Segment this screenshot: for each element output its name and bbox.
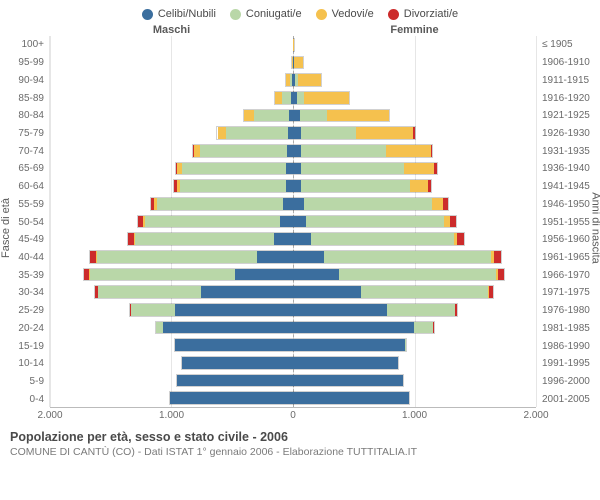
pyramid-row xyxy=(50,213,536,231)
pyramid-row xyxy=(50,142,536,160)
pyramid-row xyxy=(50,301,536,319)
pyramid-row xyxy=(50,248,536,266)
pyramid-row xyxy=(50,389,536,407)
pyramid-row xyxy=(50,124,536,142)
age-label: 80-84 xyxy=(0,107,44,125)
legend: Celibi/Nubili Coniugati/e Vedovi/e Divor… xyxy=(0,0,600,24)
x-tick: 2.000 xyxy=(37,410,62,421)
birth-label: 1916-1920 xyxy=(542,89,600,107)
pyramid-row xyxy=(50,160,536,178)
pyramid-row xyxy=(50,372,536,390)
pyramid-row xyxy=(50,283,536,301)
birth-label: 1971-1975 xyxy=(542,284,600,302)
x-axis: 2.0001.0000 1.0002.000 xyxy=(0,410,600,424)
birth-label: 1991-1995 xyxy=(542,355,600,373)
pyramid-row xyxy=(50,54,536,72)
birth-label: 1936-1940 xyxy=(542,160,600,178)
pyramid-row xyxy=(50,71,536,89)
chart-footer: Popolazione per età, sesso e stato civil… xyxy=(0,424,600,458)
population-pyramid-chart: Fasce di età Anni di nascita 100+95-9990… xyxy=(0,36,600,408)
age-label: 5-9 xyxy=(0,373,44,391)
age-label: 90-94 xyxy=(0,71,44,89)
chart-title: Popolazione per età, sesso e stato civil… xyxy=(10,430,590,444)
birth-label: 1911-1915 xyxy=(542,71,600,89)
age-label: 35-39 xyxy=(0,266,44,284)
age-label: 10-14 xyxy=(0,355,44,373)
legend-label: Coniugati/e xyxy=(246,8,302,20)
age-label: 30-34 xyxy=(0,284,44,302)
age-label: 20-24 xyxy=(0,320,44,338)
birth-label: 1996-2000 xyxy=(542,373,600,391)
pyramid-row xyxy=(50,36,536,54)
age-label: 0-4 xyxy=(0,390,44,408)
legend-label: Vedovi/e xyxy=(332,8,374,20)
pyramid-rows xyxy=(50,36,536,407)
birth-label: 1931-1935 xyxy=(542,142,600,160)
birth-label: 1986-1990 xyxy=(542,337,600,355)
legend-label: Divorziati/e xyxy=(404,8,458,20)
x-tick: 2.000 xyxy=(523,410,548,421)
legend-item-divorziati: Divorziati/e xyxy=(388,8,458,20)
legend-item-vedovi: Vedovi/e xyxy=(316,8,374,20)
pyramid-row xyxy=(50,336,536,354)
age-label: 85-89 xyxy=(0,89,44,107)
plot-area xyxy=(50,36,536,408)
birth-label: 1926-1930 xyxy=(542,125,600,143)
chart-subtitle: COMUNE DI CANTÙ (CO) - Dati ISTAT 1° gen… xyxy=(10,446,590,458)
header-male: Maschi xyxy=(50,24,293,36)
pyramid-row xyxy=(50,230,536,248)
swatch-vedovi xyxy=(316,9,327,20)
age-label: 75-79 xyxy=(0,125,44,143)
age-label: 95-99 xyxy=(0,54,44,72)
birth-label: 1981-1985 xyxy=(542,320,600,338)
pyramid-row xyxy=(50,107,536,125)
age-label: 65-69 xyxy=(0,160,44,178)
age-label: 70-74 xyxy=(0,142,44,160)
legend-item-celibi: Celibi/Nubili xyxy=(142,8,216,20)
header-female: Femmine xyxy=(293,24,536,36)
swatch-coniugati xyxy=(230,9,241,20)
age-label: 100+ xyxy=(0,36,44,54)
birth-label: 2001-2005 xyxy=(542,390,600,408)
x-tick: 1.000 xyxy=(159,410,184,421)
birth-label: 1906-1910 xyxy=(542,54,600,72)
legend-label: Celibi/Nubili xyxy=(158,8,216,20)
y-axis-left-title: Fasce di età xyxy=(0,198,12,258)
x-tick: 1.000 xyxy=(402,410,427,421)
birth-label: 1976-1980 xyxy=(542,302,600,320)
swatch-celibi xyxy=(142,9,153,20)
age-label: 15-19 xyxy=(0,337,44,355)
birth-label: 1966-1970 xyxy=(542,266,600,284)
column-headers: Maschi Femmine xyxy=(0,24,600,36)
pyramid-row xyxy=(50,319,536,337)
age-label: 60-64 xyxy=(0,178,44,196)
birth-label: ≤ 1905 xyxy=(542,36,600,54)
legend-item-coniugati: Coniugati/e xyxy=(230,8,302,20)
age-label: 25-29 xyxy=(0,302,44,320)
pyramid-row xyxy=(50,195,536,213)
birth-label: 1921-1925 xyxy=(542,107,600,125)
swatch-divorziati xyxy=(388,9,399,20)
pyramid-row xyxy=(50,89,536,107)
pyramid-row xyxy=(50,266,536,284)
pyramid-row xyxy=(50,177,536,195)
pyramid-row xyxy=(50,354,536,372)
y-axis-right-title: Anni di nascita xyxy=(590,192,600,264)
